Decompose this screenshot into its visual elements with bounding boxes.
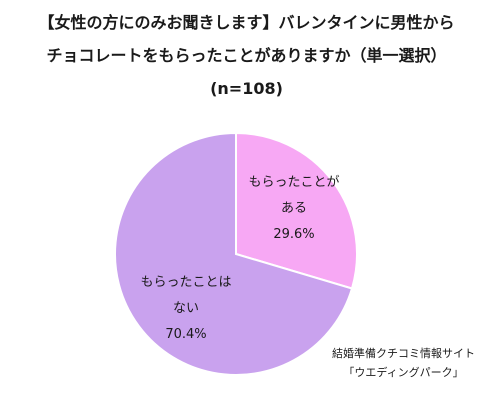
pie-slice-1 <box>235 131 358 290</box>
pie-slice-2 <box>114 131 354 376</box>
source-credit-line-1: 結婚準備クチコミ情報サイト <box>332 347 475 360</box>
source-credit-line-2: 「ウエディングパーク」 <box>343 366 464 379</box>
chart-title: 【女性の方にのみお聞きします】バレンタインに男性から チョコレートをもらったこと… <box>0 6 493 105</box>
slice-category-label-1: ある <box>281 201 307 216</box>
chart-title-sample-size: (n=108) <box>210 79 283 98</box>
slice-category-label-2: ない <box>173 301 199 316</box>
slice-value-label-1: 29.6% <box>273 227 314 242</box>
source-credit: 結婚準備クチコミ情報サイト 「ウエディングパーク」 <box>332 344 475 382</box>
slice-category-label-1: もらったことが <box>248 175 339 190</box>
chart-title-line-2: チョコレートをもらったことがありますか（単一選択） <box>46 46 447 65</box>
slice-category-label-2: もらったことは <box>140 275 231 290</box>
chart-title-line-1: 【女性の方にのみお聞きします】バレンタインに男性から <box>38 13 455 32</box>
slice-value-label-2: 70.4% <box>165 327 206 342</box>
